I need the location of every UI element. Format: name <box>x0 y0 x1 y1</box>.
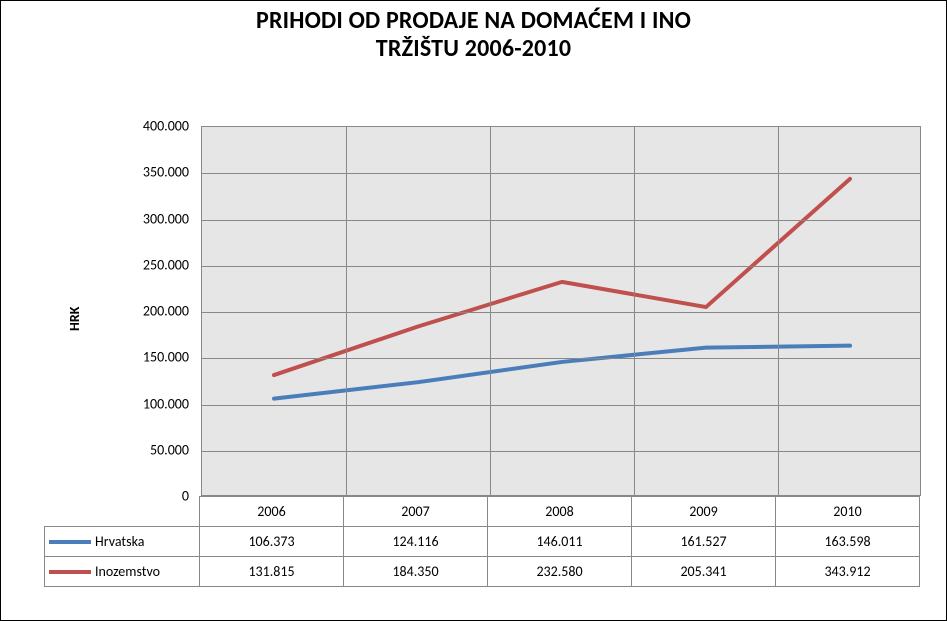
y-tick-label: 100.000 <box>143 395 189 412</box>
table-cell-blank <box>45 497 200 527</box>
legend-line-icon <box>49 540 91 544</box>
chart-title: PRIHODI OD PRODAJE NA DOMAĆEM I INO TRŽI… <box>1 1 946 62</box>
chart-title-line1: PRIHODI OD PRODAJE NA DOMAĆEM I INO <box>256 6 691 35</box>
legend-cell: Inozemstvo <box>45 557 200 587</box>
data-cell: 343.912 <box>776 557 920 587</box>
category-label: 2010 <box>776 497 920 527</box>
y-tick-label: 400.000 <box>143 118 189 135</box>
table-row: Inozemstvo 131.815184.350232.580205.34134… <box>45 557 920 587</box>
data-cell: 161.527 <box>632 527 776 557</box>
category-label: 2008 <box>488 497 632 527</box>
legend-label: Inozemstvo <box>95 563 160 580</box>
y-tick-label: 0 <box>182 488 189 505</box>
y-axis-label: HRK <box>66 307 83 331</box>
gridline <box>202 451 920 452</box>
category-label: 2009 <box>632 497 776 527</box>
gridline <box>202 266 920 267</box>
y-tick-label: 300.000 <box>143 210 189 227</box>
data-cell: 232.580 <box>488 557 632 587</box>
gridline <box>202 220 920 221</box>
table-row: Hrvatska 106.373124.116146.011161.527163.… <box>45 527 920 557</box>
category-label: 2007 <box>344 497 488 527</box>
y-tick-label: 200.000 <box>143 303 189 320</box>
data-cell: 163.598 <box>776 527 920 557</box>
category-separator <box>634 127 635 495</box>
data-cell: 205.341 <box>632 557 776 587</box>
chart-plot-area <box>201 126 921 496</box>
data-cell: 184.350 <box>344 557 488 587</box>
gridline <box>202 358 920 359</box>
y-tick-label: 50.000 <box>150 441 189 458</box>
y-tick-label: 150.000 <box>143 349 189 366</box>
data-cell: 131.815 <box>200 557 344 587</box>
legend-label: Hrvatska <box>95 533 144 550</box>
table-row-categories: 20062007200820092010 <box>45 497 920 527</box>
gridline <box>202 173 920 174</box>
y-tick-label: 250.000 <box>143 256 189 273</box>
legend-line-icon <box>49 570 91 574</box>
y-tick-label: 350.000 <box>143 164 189 181</box>
category-label: 2006 <box>200 497 344 527</box>
category-separator <box>346 127 347 495</box>
data-cell: 124.116 <box>344 527 488 557</box>
gridline <box>202 405 920 406</box>
category-separator <box>490 127 491 495</box>
chart-data-table: 20062007200820092010 Hrvatska 106.373124.1… <box>44 496 920 587</box>
data-cell: 106.373 <box>200 527 344 557</box>
category-separator <box>778 127 779 495</box>
chart-title-line2: TRŽIŠTU 2006-2010 <box>376 34 571 63</box>
gridline <box>202 312 920 313</box>
data-cell: 146.011 <box>488 527 632 557</box>
series-line <box>274 346 850 399</box>
legend-cell: Hrvatska <box>45 527 200 557</box>
chart-container: PRIHODI OD PRODAJE NA DOMAĆEM I INO TRŽI… <box>0 0 947 621</box>
